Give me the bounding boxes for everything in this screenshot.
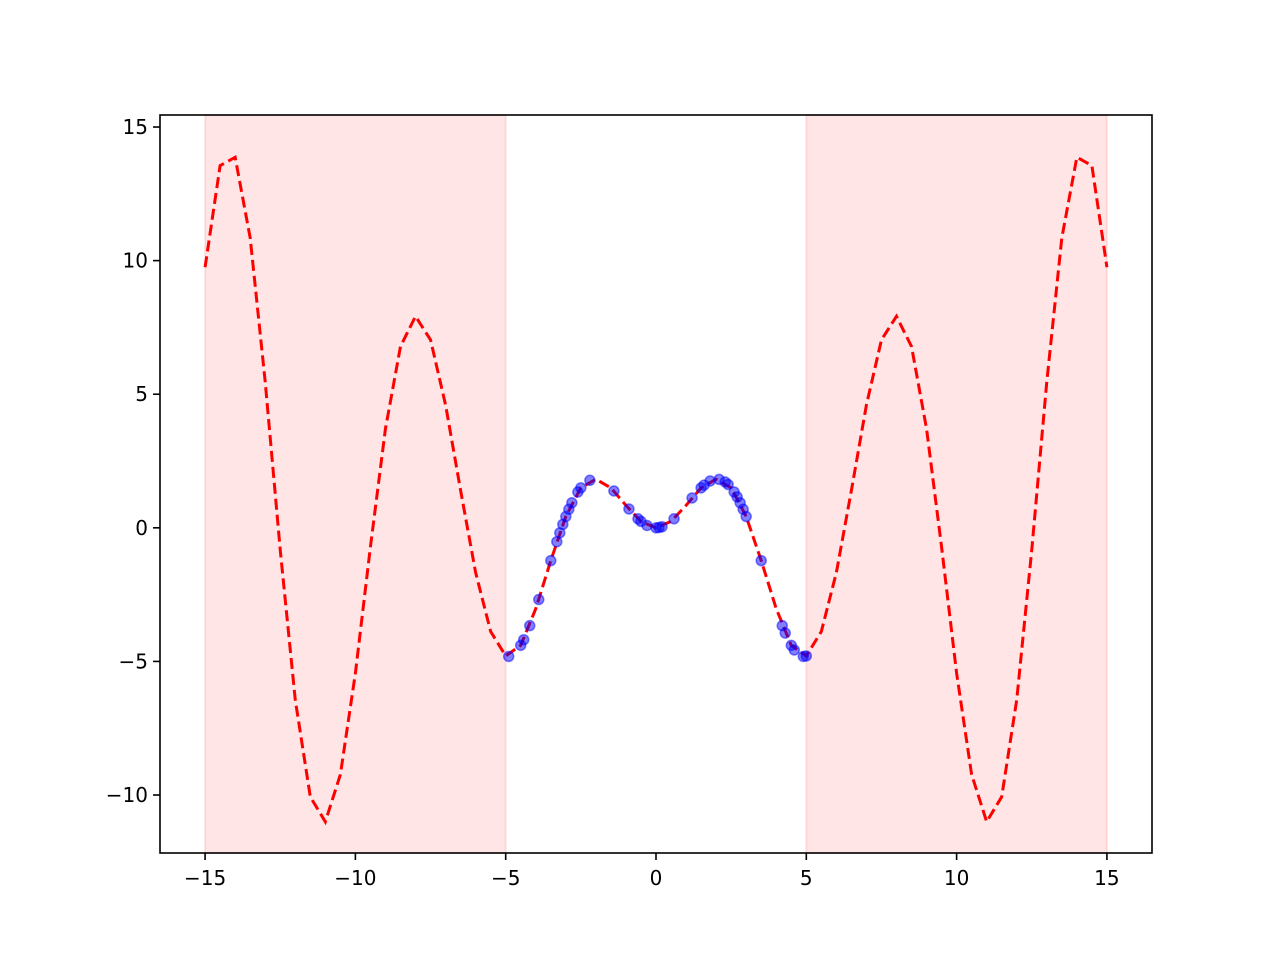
y-tick-label: 0 [135, 516, 148, 540]
x-tick-label: −10 [334, 866, 376, 890]
scatter-point [502, 650, 515, 663]
y-tick-label: −10 [106, 783, 148, 807]
scatter-point [686, 492, 698, 504]
scatter-point [575, 482, 587, 494]
scatter-point [566, 497, 578, 509]
x-tick-label: 5 [800, 866, 813, 890]
scatter-point [722, 478, 734, 491]
scatter-point [523, 619, 536, 632]
shaded-span [805, 114, 1108, 854]
scatter-point [668, 513, 680, 525]
x-tick-label: −15 [184, 866, 226, 890]
y-tick-label: −5 [119, 649, 148, 673]
scatter-point [623, 503, 635, 515]
x-tick-label: 10 [944, 866, 969, 890]
shaded-span [204, 114, 507, 854]
scatter-point [517, 633, 530, 646]
y-tick-label: 15 [123, 115, 148, 139]
scatter-point [533, 593, 545, 606]
x-tick-label: 15 [1094, 866, 1119, 890]
x-tick-label: 0 [650, 866, 663, 890]
scatter-point [584, 474, 596, 487]
scatter-point [608, 485, 620, 497]
scatter-point [656, 521, 668, 533]
scatter-point [788, 644, 801, 656]
y-tick-label: 5 [135, 382, 148, 406]
scatter-point [755, 554, 767, 567]
x-tick-label: −5 [491, 866, 520, 890]
scatter-point [545, 554, 557, 567]
scatter-point [779, 627, 792, 639]
scatter-point [740, 510, 752, 523]
y-tick-label: 10 [123, 249, 148, 273]
scatter-point [800, 650, 813, 662]
